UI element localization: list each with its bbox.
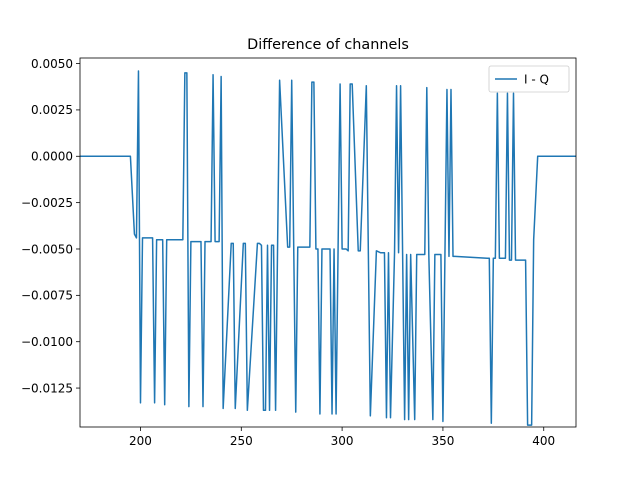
x-tick-label: 200 xyxy=(129,434,152,448)
y-tick-label: −0.0050 xyxy=(21,242,73,256)
chart-title: Difference of channels xyxy=(247,37,409,53)
y-tick-label: −0.0075 xyxy=(21,289,73,303)
legend: I - Q xyxy=(488,65,570,93)
legend-box xyxy=(488,65,570,93)
plot-area xyxy=(80,70,576,426)
y-axis: 0.0050 0.0025 0.0000 −0.0025 −0.0050 −0.0075 −… xyxy=(21,57,80,395)
x-tick-label: 250 xyxy=(230,434,253,448)
y-tick-label: −0.0025 xyxy=(21,196,73,210)
series-line-i-q xyxy=(80,70,576,426)
legend-entry-label: I - Q xyxy=(524,73,549,87)
x-tick-label: 400 xyxy=(532,434,555,448)
y-tick-label: 0.0000 xyxy=(31,150,73,164)
x-axis: 200 250 300 350 400 xyxy=(129,427,555,448)
y-tick-label: −0.0100 xyxy=(21,335,73,349)
axes-frame xyxy=(79,57,577,428)
y-tick-label: 0.0025 xyxy=(31,103,73,117)
x-tick-label: 300 xyxy=(331,434,354,448)
x-tick-label: 350 xyxy=(431,434,454,448)
y-tick-label: 0.0050 xyxy=(31,57,73,71)
y-tick-label: −0.0125 xyxy=(21,381,73,395)
